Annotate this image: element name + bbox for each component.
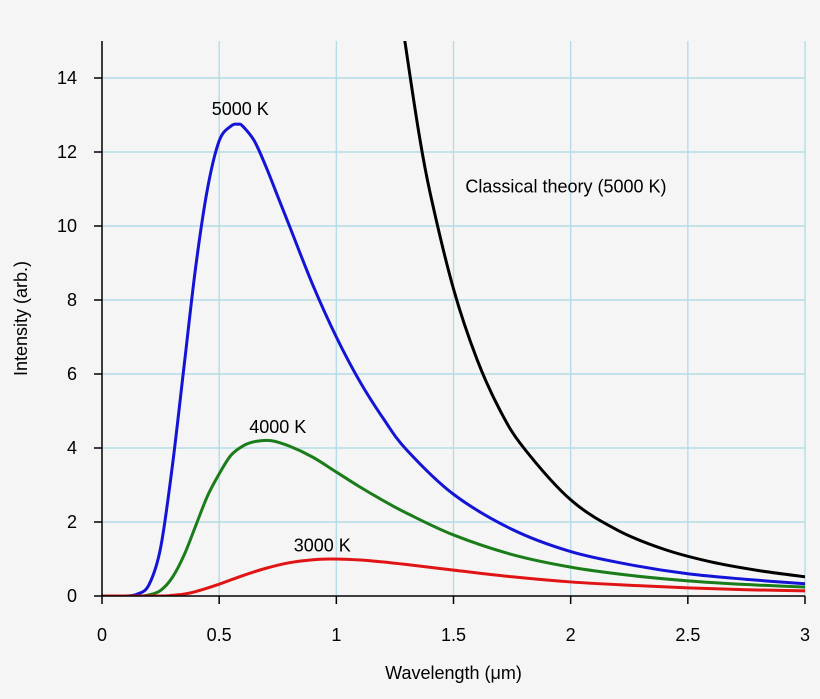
y-tick-label: 8	[67, 290, 77, 310]
x-tick-label: 0	[97, 625, 107, 645]
y-tick-label: 10	[57, 216, 77, 236]
x-tick-label: 1.5	[441, 625, 466, 645]
grid	[102, 41, 806, 596]
x-tick-label: 2.5	[675, 625, 700, 645]
annotation-classical-theory-5000-k: Classical theory (5000 K)	[465, 177, 666, 197]
series-group	[102, 41, 805, 596]
x-tick-label: 3	[800, 625, 810, 645]
y-tick-label: 2	[67, 512, 77, 532]
x-tick-label: 0.5	[207, 625, 232, 645]
x-tick-label: 2	[566, 625, 576, 645]
x-axis-title: Wavelength (μm)	[385, 663, 522, 683]
y-axis-title: Intensity (arb.)	[11, 261, 31, 376]
y-tick-label: 4	[67, 438, 77, 458]
series-line-5000-k	[102, 122, 805, 596]
annotation-4000-k: 4000 K	[249, 417, 306, 437]
annotation-3000-k: 3000 K	[294, 536, 351, 556]
y-tick-label: 12	[57, 142, 77, 162]
x-tick-label: 1	[331, 625, 341, 645]
series-line-classical-theory-5000-k	[403, 41, 805, 579]
annotations: 5000 K 4000 K 3000 K Classical theory (5000…	[212, 99, 667, 556]
annotation-5000-k: 5000 K	[212, 99, 269, 119]
y-tick-label: 6	[67, 364, 77, 384]
y-tick-label: 0	[67, 586, 77, 606]
series-line-4000-k	[102, 438, 805, 596]
y-tick-label: 14	[57, 68, 77, 88]
series-line-3000-k	[102, 557, 805, 596]
axes: 0 0.5 1 1.5 2 2.5 3 0 2 4 6 8 10 12 14	[57, 41, 810, 645]
